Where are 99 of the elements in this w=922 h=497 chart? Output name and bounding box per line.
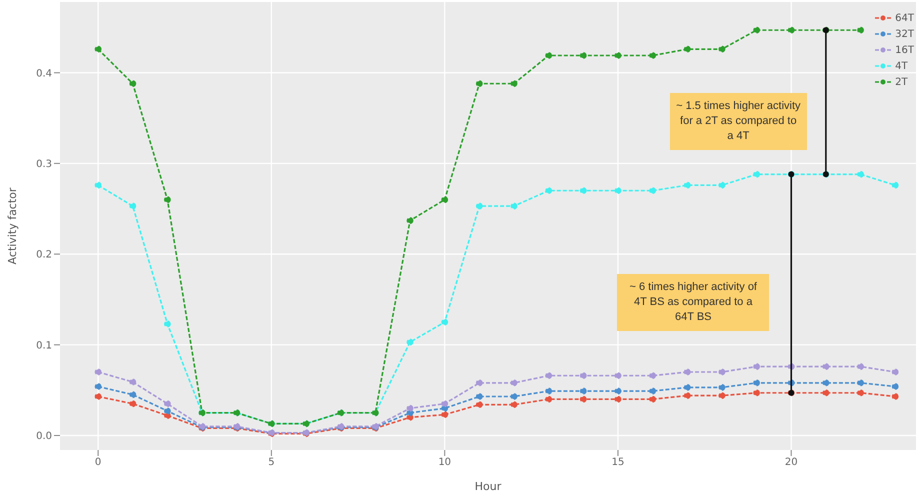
- point: [129, 400, 136, 408]
- point: [545, 396, 552, 403]
- point: [684, 368, 691, 376]
- point: [476, 80, 483, 88]
- point: [580, 187, 587, 194]
- point: [476, 401, 483, 408]
- point: [614, 187, 622, 194]
- point: [822, 379, 830, 386]
- point: [753, 170, 760, 178]
- point: [580, 372, 587, 380]
- point: [614, 372, 622, 380]
- point: [441, 196, 448, 204]
- legend-label: 16T: [895, 44, 914, 56]
- legend-label: 4T: [895, 60, 908, 72]
- point: [892, 393, 899, 400]
- y-tick-label: 0.3: [36, 158, 52, 170]
- point: [476, 379, 483, 386]
- point: [129, 80, 136, 88]
- point: [164, 320, 171, 328]
- point: [822, 363, 830, 370]
- point: [510, 80, 518, 88]
- point: [857, 170, 864, 178]
- point: [614, 388, 622, 394]
- point: [164, 400, 171, 408]
- point: [406, 404, 414, 412]
- annotation: ~ 6 times higher activity of 4T BS as compared to a 64T BS: [617, 274, 770, 331]
- legend-label: 32T: [895, 28, 914, 40]
- point: [684, 392, 691, 399]
- point: [892, 368, 899, 376]
- point: [580, 388, 587, 394]
- point: [788, 26, 795, 34]
- y-tick-label: 0.2: [36, 250, 52, 261]
- point: [94, 46, 102, 53]
- point: [857, 389, 864, 396]
- point: [94, 393, 102, 400]
- point: [129, 378, 136, 386]
- point: [614, 396, 622, 403]
- point: [94, 368, 102, 376]
- point: [510, 202, 518, 210]
- point: [718, 46, 726, 53]
- point: [649, 52, 656, 59]
- point: [545, 372, 552, 380]
- point: [406, 217, 414, 224]
- point: [510, 393, 518, 400]
- point: [164, 196, 171, 204]
- x-tick-label: 20: [784, 457, 798, 468]
- point: [649, 187, 656, 194]
- x-tick-label: 5: [268, 457, 275, 468]
- x-axis-title: Hour: [474, 480, 502, 493]
- point: [129, 202, 136, 210]
- point: [510, 401, 518, 408]
- x-tick-label: 10: [438, 457, 452, 468]
- point: [753, 379, 760, 386]
- point: [718, 392, 726, 399]
- point: [545, 388, 552, 394]
- x-tick-label: 0: [94, 457, 102, 468]
- legend-label: 2T: [895, 76, 908, 88]
- point: [649, 388, 656, 394]
- x-tick-label: 15: [612, 457, 624, 468]
- point: [753, 389, 760, 396]
- point: [684, 384, 691, 391]
- point: [718, 368, 726, 376]
- point: [164, 412, 171, 419]
- point: [822, 389, 830, 396]
- point: [510, 379, 518, 386]
- point: [441, 318, 448, 326]
- point: [129, 391, 136, 398]
- point: [892, 383, 899, 390]
- point: [857, 26, 864, 34]
- y-tick-label: 0.1: [36, 340, 52, 352]
- point: [94, 383, 102, 390]
- point: [753, 363, 760, 370]
- point: [545, 187, 552, 194]
- point: [649, 396, 656, 403]
- point: [441, 411, 448, 418]
- point: [406, 338, 414, 346]
- point: [476, 202, 483, 210]
- y-tick-label: 0.4: [36, 68, 52, 80]
- point: [857, 379, 864, 386]
- point: [684, 46, 691, 53]
- point: [684, 182, 691, 189]
- point: [580, 52, 587, 59]
- point: [441, 400, 448, 408]
- point: [892, 182, 899, 189]
- point: [718, 384, 726, 391]
- legend-label: 64T: [895, 12, 914, 24]
- point: [857, 363, 864, 370]
- point: [164, 408, 171, 414]
- y-tick-label: 0.0: [36, 431, 52, 442]
- point: [94, 182, 102, 189]
- annotation: ~ 1.5 times higher activity for a 2T as compared to a 4T: [670, 92, 807, 150]
- point: [545, 52, 552, 59]
- point: [580, 396, 587, 403]
- point: [753, 26, 760, 34]
- point: [718, 182, 726, 189]
- point: [614, 52, 622, 59]
- point: [476, 393, 483, 400]
- point: [649, 372, 656, 380]
- y-axis-title: Activity factor: [6, 187, 19, 264]
